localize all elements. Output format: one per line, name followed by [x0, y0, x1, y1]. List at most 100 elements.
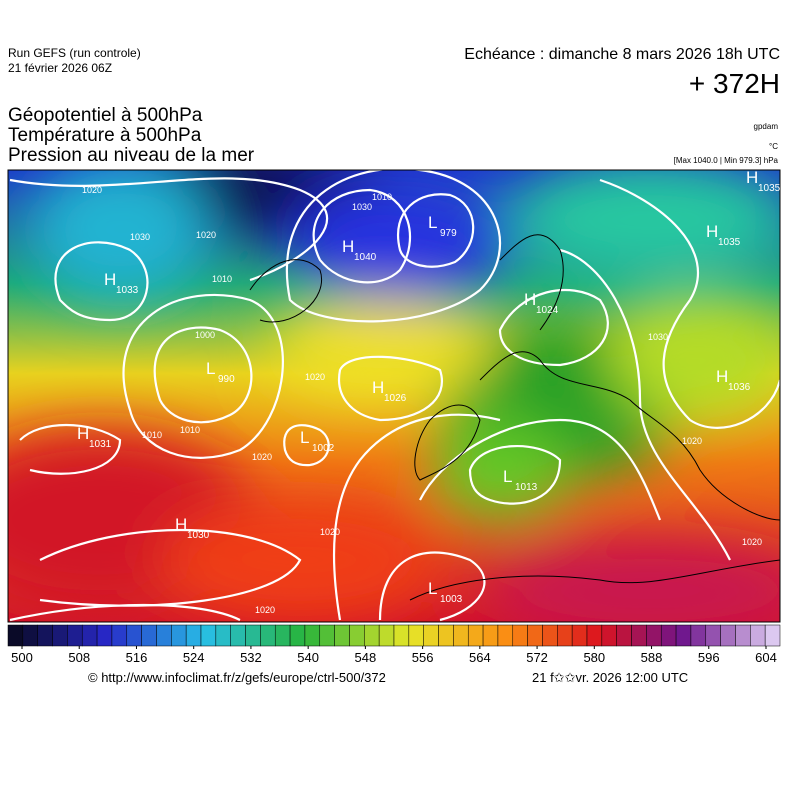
- colorbar-label: 524: [183, 650, 205, 665]
- center-type: L: [428, 579, 437, 598]
- coastlines: [249, 234, 780, 601]
- colorbar-swatch: [260, 624, 276, 647]
- colorbar-swatch: [67, 624, 83, 647]
- colorbar-label: 572: [526, 650, 548, 665]
- unit-temp: °C: [769, 142, 778, 151]
- colorbar-swatch: [453, 624, 469, 647]
- colorbar-swatch: [274, 624, 291, 647]
- colorbar-swatch: [96, 624, 113, 647]
- unit-gpdam: gpdam: [753, 122, 778, 131]
- isobar-label: 1010: [212, 274, 232, 284]
- colorbar-label: 516: [126, 650, 148, 665]
- isobar-label: 1020: [320, 527, 340, 537]
- colorbar-swatch: [230, 624, 246, 647]
- colorbar-label: 604: [755, 650, 777, 665]
- isobar-label: 1020: [252, 452, 272, 462]
- colorbar-swatch: [378, 624, 395, 647]
- colorbar-swatch: [200, 624, 217, 647]
- isobar-label: 1020: [82, 185, 102, 195]
- colorbar-swatch: [289, 624, 306, 647]
- center-type: H: [524, 290, 536, 309]
- center-value: 1026: [384, 393, 407, 404]
- colorbar-label: 588: [641, 650, 663, 665]
- colorbar-label: 500: [11, 650, 33, 665]
- center-value: 1024: [536, 305, 559, 316]
- colorbar-swatch: [141, 624, 157, 647]
- colorbar-swatch: [512, 624, 528, 647]
- colorbar-swatch: [215, 624, 231, 647]
- center-type: L: [503, 467, 512, 486]
- colorbar-swatch: [557, 624, 573, 647]
- center-value: 1030: [187, 530, 210, 541]
- isobar-label: 1030: [352, 202, 372, 212]
- isobar-label: 1010: [372, 192, 392, 202]
- colorbar-swatch: [467, 624, 484, 647]
- colorbar-swatch: [690, 624, 707, 647]
- run-label: Run GEFS (run controle): [8, 46, 141, 60]
- center-value: 1033: [116, 285, 139, 296]
- isobar-label: 1020: [305, 372, 325, 382]
- footer-time: 21 f✩✩vr. 2026 12:00 UTC: [532, 670, 688, 685]
- isobar-label: 1020: [682, 436, 702, 446]
- center-type: H: [104, 270, 116, 289]
- center-value: 1002: [312, 443, 335, 454]
- center-type: H: [77, 424, 89, 443]
- colorbar: 500 508 516 524 532 540 548 556 564 572 580 588 596 6…: [7, 624, 781, 665]
- colorbar-swatch: [22, 624, 38, 647]
- colorbar-swatch: [764, 624, 781, 647]
- isobar-label: 1030: [648, 332, 668, 342]
- center-value: 1031: [89, 439, 112, 450]
- colorbar-label: 532: [240, 650, 262, 665]
- colorbar-label: 508: [68, 650, 90, 665]
- colorbar-label: 548: [355, 650, 377, 665]
- colorbar-swatch: [497, 624, 514, 647]
- map-frame: [7, 169, 781, 623]
- colorbar-swatch: [482, 624, 499, 647]
- colorbar-swatch: [571, 624, 588, 647]
- field-3: Pression au niveau de la mer: [8, 145, 255, 166]
- colorbar-swatch: [631, 624, 647, 647]
- center-value: 1035: [718, 237, 741, 248]
- isobar-label: 1000: [195, 330, 215, 340]
- colorbar-swatch: [126, 624, 142, 647]
- colorbar-label: 596: [698, 650, 720, 665]
- colorbar-label: 540: [297, 650, 319, 665]
- lead-time: + 372H: [688, 68, 780, 99]
- colorbar-swatch: [423, 624, 439, 647]
- isobar-label: 1020: [742, 537, 762, 547]
- colorbar-swatch: [542, 624, 558, 647]
- colorbar-swatch: [705, 624, 721, 647]
- center-value: 1040: [354, 252, 377, 263]
- colorbar-swatch: [364, 624, 380, 647]
- unit-pressure: [Max 1040.0 | Min 979.3] hPa: [673, 156, 778, 165]
- colorbar-swatch: [81, 624, 98, 647]
- center-type: H: [175, 515, 187, 534]
- run-date: 21 février 2026 06Z: [8, 61, 113, 75]
- isobar-label: 1010: [180, 425, 200, 435]
- isobar-label: 1010: [142, 430, 162, 440]
- colorbar-swatch: [735, 624, 751, 647]
- center-value: 1003: [440, 594, 463, 605]
- colorbar-swatch: [319, 624, 335, 647]
- center-type: L: [428, 213, 437, 232]
- isobar-label: 1020: [196, 230, 216, 240]
- center-value: 979: [440, 228, 457, 239]
- footer-url: © http://www.infoclimat.fr/z/gefs/europe…: [88, 670, 386, 685]
- center-type: H: [716, 367, 728, 386]
- center-type: H: [342, 237, 354, 256]
- echeance: Echéance : dimanche 8 mars 2026 18h UTC: [464, 46, 780, 63]
- colorbar-swatch: [52, 624, 68, 647]
- center-type: L: [300, 428, 309, 447]
- colorbar-swatch: [334, 624, 350, 647]
- center-type: H: [372, 378, 384, 397]
- colorbar-swatch: [601, 624, 617, 647]
- colorbar-swatch: [171, 624, 187, 647]
- colorbar-swatch: [720, 624, 736, 647]
- colorbar-swatch: [750, 624, 766, 647]
- colorbar-label: 556: [412, 650, 434, 665]
- field-1: Géopotentiel à 500hPa: [8, 105, 203, 126]
- isobars: [9, 170, 780, 622]
- colorbar-label: 580: [583, 650, 605, 665]
